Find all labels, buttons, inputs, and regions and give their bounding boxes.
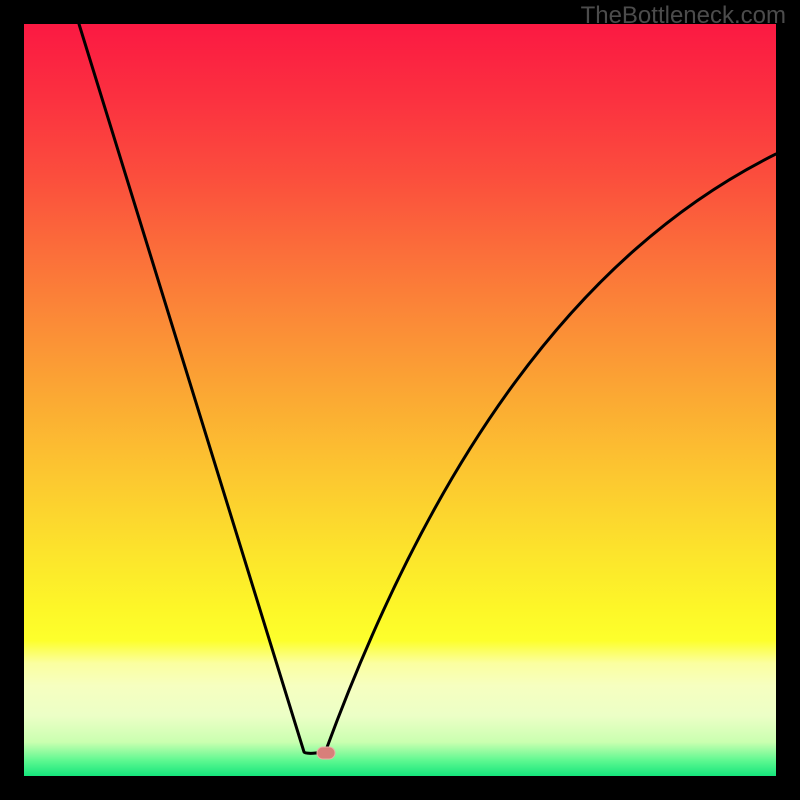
- bottleneck-curve: [79, 24, 776, 753]
- curve-layer: [24, 24, 776, 776]
- plot-area: [24, 24, 776, 776]
- optimum-marker-shape: [317, 747, 335, 759]
- watermark-text: TheBottleneck.com: [581, 2, 786, 30]
- optimum-marker: [316, 746, 336, 760]
- chart-frame: TheBottleneck.com: [0, 0, 800, 800]
